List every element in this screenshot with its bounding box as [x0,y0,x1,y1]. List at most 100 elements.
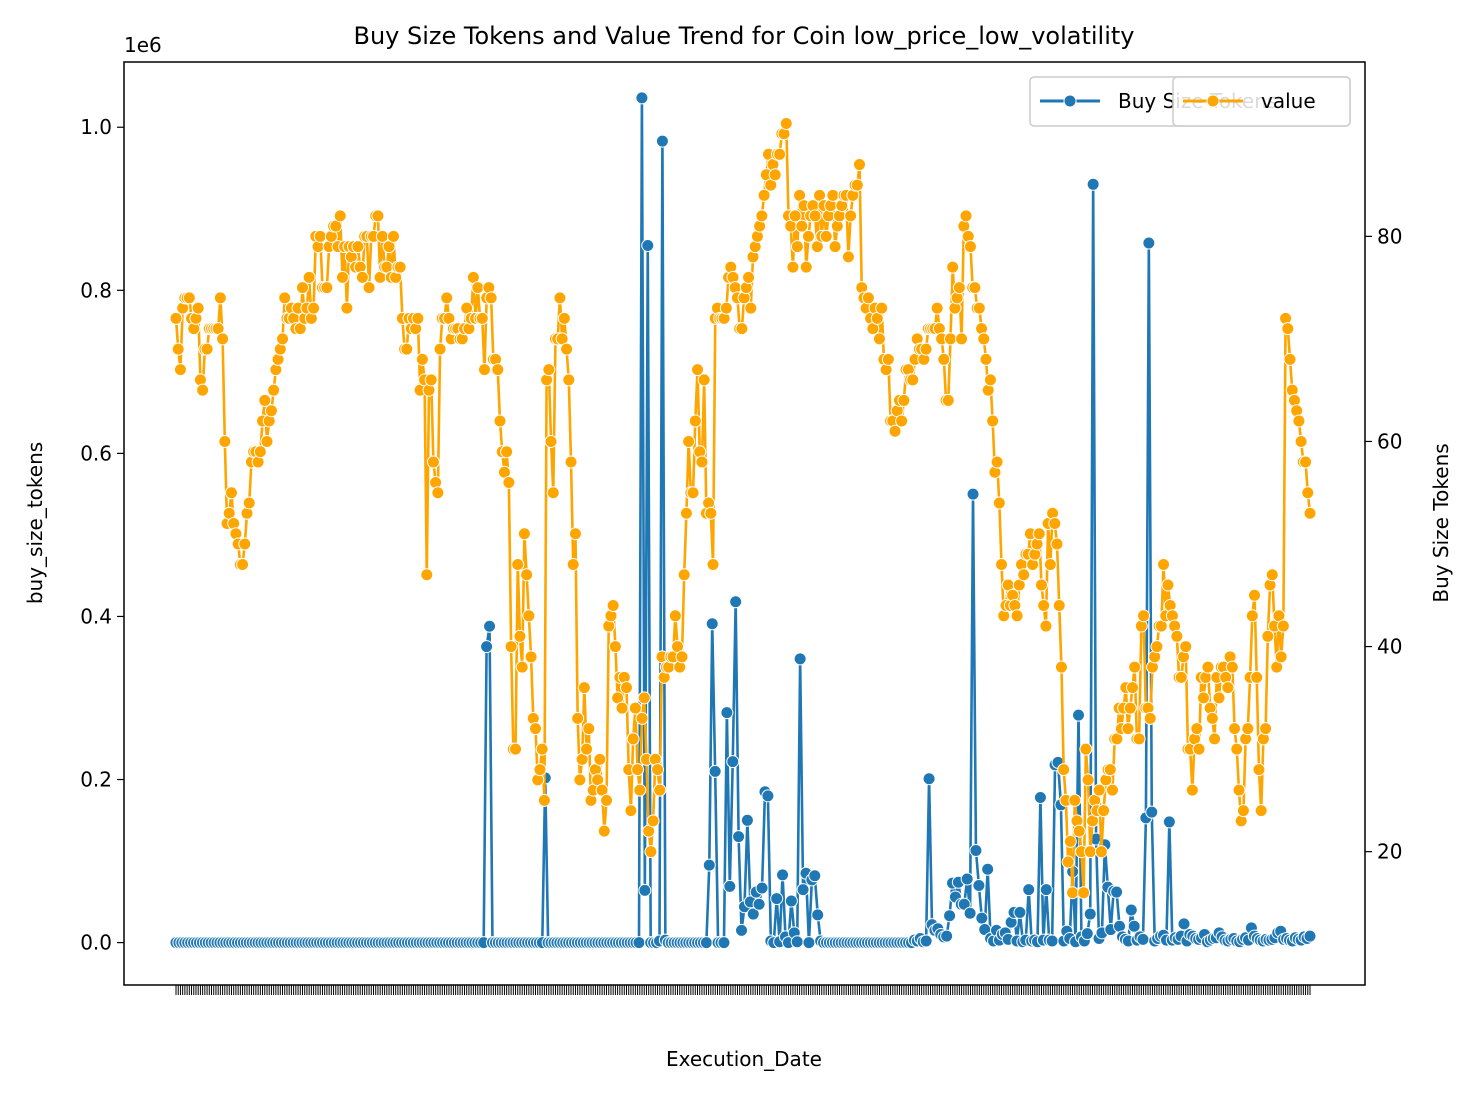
value-data-point [1057,763,1071,777]
value-data-point [881,352,895,366]
value-data-point [276,332,290,346]
value-data-point [608,640,622,654]
value-data-point [1294,434,1308,448]
value-data-point [513,629,527,643]
value-data-point [393,260,407,274]
buy-data-point [735,923,749,937]
buy-data-point [720,706,734,720]
value-data-point [278,291,292,305]
value-data-point [695,455,709,469]
value-data-point [504,640,518,654]
value-data-point [600,793,614,807]
value-data-point [517,527,531,541]
value-data-point [990,455,1004,469]
value-data-point [1221,681,1235,695]
value-data-point [624,804,638,818]
value-data-point [264,404,278,418]
value-data-point [626,732,640,746]
buy-data-point [632,936,646,950]
buy-data-point [808,869,822,883]
value-data-point [1083,845,1097,859]
value-data-point [1232,783,1246,797]
value-data-point [1121,722,1135,736]
value-data-point [786,260,800,274]
buy-data-point [796,883,810,897]
value-data-point [169,311,183,325]
buy-data-point [1072,708,1086,722]
value-data-point [484,291,498,305]
value-data-point [619,681,633,695]
buy-data-point [1022,883,1036,897]
value-data-point [744,301,758,315]
buy-data-point [963,906,977,920]
buy-data-point [940,929,954,943]
value-data-point [1105,783,1119,797]
left-y-tick-label: 0.8 [80,278,112,302]
value-data-point [216,332,230,346]
buy-data-point [1142,236,1156,250]
value-data-point [635,711,649,725]
value-data-point [571,711,585,725]
value-data-point [1037,599,1051,613]
value-data-point [697,373,711,387]
value-data-point [1292,414,1306,428]
value-data-point [431,486,445,500]
value-data-point [779,117,793,131]
value-data-point [415,352,429,366]
value-data-point [972,301,986,315]
right-y-tick-label: 60 [1377,429,1402,453]
value-data-point [637,691,651,705]
value-data-point [1196,691,1210,705]
buy-data-point [790,935,804,949]
chart-title: Buy Size Tokens and Value Trend for Coin… [353,22,1134,50]
value-data-point [351,240,365,254]
buy-data-point [1124,903,1138,917]
legend-value-marker [1206,94,1220,108]
value-data-point [706,558,720,572]
buy-data-point [811,908,825,922]
value-data-point [1192,742,1206,756]
value-data-point [535,742,549,756]
value-data-point [475,311,489,325]
value-data-point [1081,773,1095,787]
value-data-point [577,681,591,695]
value-data-point [1179,640,1193,654]
value-data-point [801,229,815,243]
value-data-point [1283,352,1297,366]
value-data-point [682,434,696,448]
value-data-point [1228,722,1242,736]
value-data-point [606,599,620,613]
value-data-point [1050,537,1064,551]
value-data-point [236,558,250,572]
left-y-tick-label: 0.0 [80,931,112,955]
value-data-point [963,240,977,254]
value-data-point [191,301,205,315]
value-data-point [295,281,309,295]
buy-data-point [770,892,784,906]
value-data-point [1079,742,1093,756]
buy-data-point [960,872,974,886]
value-data-point [828,240,842,254]
buy-data-point [1145,805,1159,819]
value-data-point [371,209,385,223]
value-data-point [200,342,214,356]
value-data-point [491,363,505,377]
value-data-point [1170,629,1184,643]
value-data-point [260,434,274,448]
value-data-point [426,455,440,469]
value-data-point [533,763,547,777]
value-data-point [242,496,256,510]
value-data-point [872,332,886,346]
value-data-point [757,188,771,202]
value-data-point [1061,855,1075,869]
value-data-point [677,568,691,582]
buy-data-point [699,936,713,950]
buy-data-point [483,619,497,633]
value-data-point [651,763,665,777]
buy-data-point [776,868,790,882]
value-data-point [1241,722,1255,736]
right-y-axis-label: Buy Size Tokens [1429,443,1453,602]
value-data-point [1248,588,1262,602]
value-data-point [313,229,327,243]
value-data-point [477,363,491,377]
